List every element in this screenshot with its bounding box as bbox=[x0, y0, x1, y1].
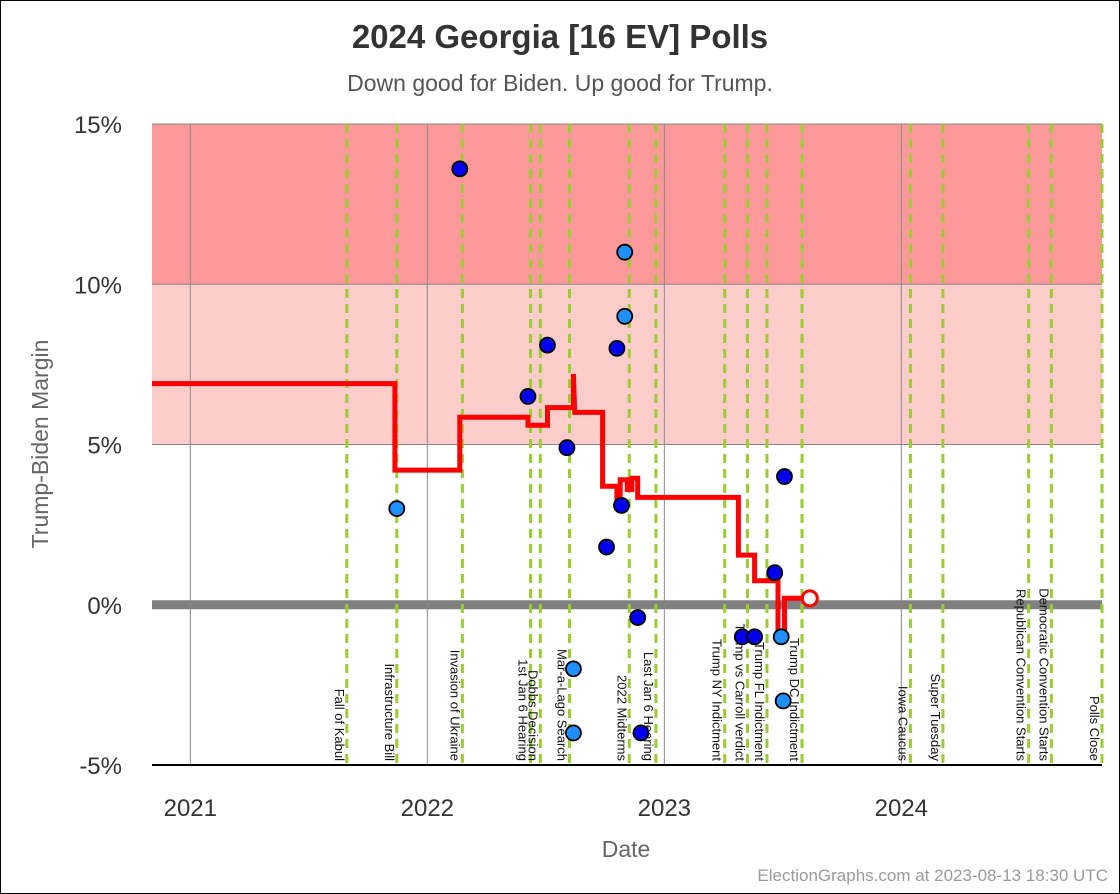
poll-point bbox=[388, 500, 406, 518]
poll-point bbox=[616, 307, 634, 325]
event-label: Dobbs Decision bbox=[525, 670, 540, 761]
y-tick-label: -5% bbox=[79, 753, 122, 780]
event-label: Fall of Kabul bbox=[332, 689, 347, 761]
poll-point bbox=[629, 609, 647, 626]
event-label: Trump vs Carroll verdict bbox=[732, 624, 747, 762]
poll-point bbox=[519, 388, 537, 405]
event-label: Republican Convention Starts bbox=[1014, 589, 1029, 761]
poll-point bbox=[451, 160, 469, 178]
chart-title: 2024 Georgia [16 EV] Polls bbox=[351, 18, 769, 55]
event-label: 1st Jan 6 Hearing bbox=[516, 659, 531, 761]
y-tick-label: 5% bbox=[87, 433, 122, 460]
poll-point bbox=[558, 439, 576, 457]
event-label: Iowa Caucus bbox=[895, 686, 910, 762]
y-axis-label: Trump-Biden Margin bbox=[27, 340, 53, 549]
poll-point bbox=[565, 660, 582, 678]
poll-point bbox=[613, 496, 630, 514]
x-tick-label: 2024 bbox=[875, 795, 928, 822]
event-label: Trump FL Indictment bbox=[752, 642, 767, 761]
poll-point bbox=[598, 538, 615, 556]
poll-point bbox=[616, 243, 634, 261]
poll-point bbox=[774, 692, 792, 710]
x-tick-label: 2023 bbox=[638, 795, 691, 822]
event-label: Democratic Convention Starts bbox=[1036, 588, 1051, 761]
event-label: 2022 Midterms bbox=[614, 675, 629, 761]
y-tick-label: 15% bbox=[74, 112, 122, 139]
x-tick-label: 2021 bbox=[164, 795, 217, 822]
poll-point bbox=[608, 339, 626, 357]
event-label: Invasion of Ukraine bbox=[447, 650, 462, 761]
poll-point bbox=[766, 564, 784, 582]
poll-points bbox=[388, 160, 793, 742]
event-label: Infrastructure Bill bbox=[382, 663, 397, 761]
event-label: Last Jan 6 Hearing bbox=[641, 652, 656, 761]
x-axis-label: Date bbox=[602, 836, 651, 862]
credit-line: ElectionGraphs.com at 2023-08-13 18:30 U… bbox=[757, 866, 1108, 885]
event-label: Trump NY Indictment bbox=[710, 639, 725, 761]
x-tick-label: 2022 bbox=[401, 795, 454, 822]
poll-point bbox=[632, 724, 650, 742]
poll-point bbox=[539, 336, 556, 354]
poll-point bbox=[746, 628, 763, 646]
axes: 15% 10% 5% 0% -5% 2021 2022 2023 2024 bbox=[74, 112, 1102, 822]
poll-point bbox=[772, 628, 790, 646]
poll-point bbox=[776, 468, 793, 485]
y-tick-label: 10% bbox=[74, 272, 122, 299]
chart-subtitle: Down good for Biden. Up good for Trump. bbox=[347, 70, 773, 96]
y-tick-label: 0% bbox=[87, 593, 122, 620]
current-average-marker bbox=[800, 589, 819, 608]
event-label: Super Tuesday bbox=[928, 674, 943, 762]
event-label: Polls Close bbox=[1087, 696, 1102, 761]
event-label: Trump DC Indictment bbox=[787, 638, 802, 761]
poll-point bbox=[565, 724, 582, 742]
